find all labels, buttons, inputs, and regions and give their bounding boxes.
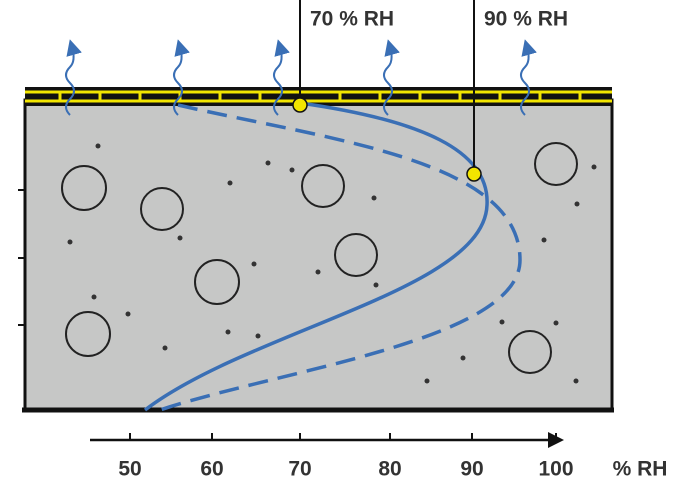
axis-tick-label: 90 xyxy=(460,458,483,481)
side-ticks xyxy=(18,189,25,326)
axis-unit: % RH xyxy=(613,458,668,481)
vapour-arrows xyxy=(65,39,537,116)
axis-tick-label: 100 xyxy=(538,458,573,481)
profile-dashed xyxy=(159,103,522,412)
slab xyxy=(23,98,614,412)
profile-solid xyxy=(143,101,489,412)
axis-tick-label: 60 xyxy=(200,458,223,481)
pores xyxy=(67,143,597,384)
marker xyxy=(292,97,308,113)
annotation: 70 % RH xyxy=(310,8,394,31)
marker xyxy=(466,166,482,182)
axis-tick-label: 70 xyxy=(288,458,311,481)
surface-layer xyxy=(25,87,612,106)
aggregates xyxy=(61,142,578,374)
axis-tick-label: 80 xyxy=(378,458,401,481)
annotation: 90 % RH xyxy=(484,8,568,31)
axis-tick-label: 50 xyxy=(118,458,141,481)
axis-ticks xyxy=(129,433,557,440)
